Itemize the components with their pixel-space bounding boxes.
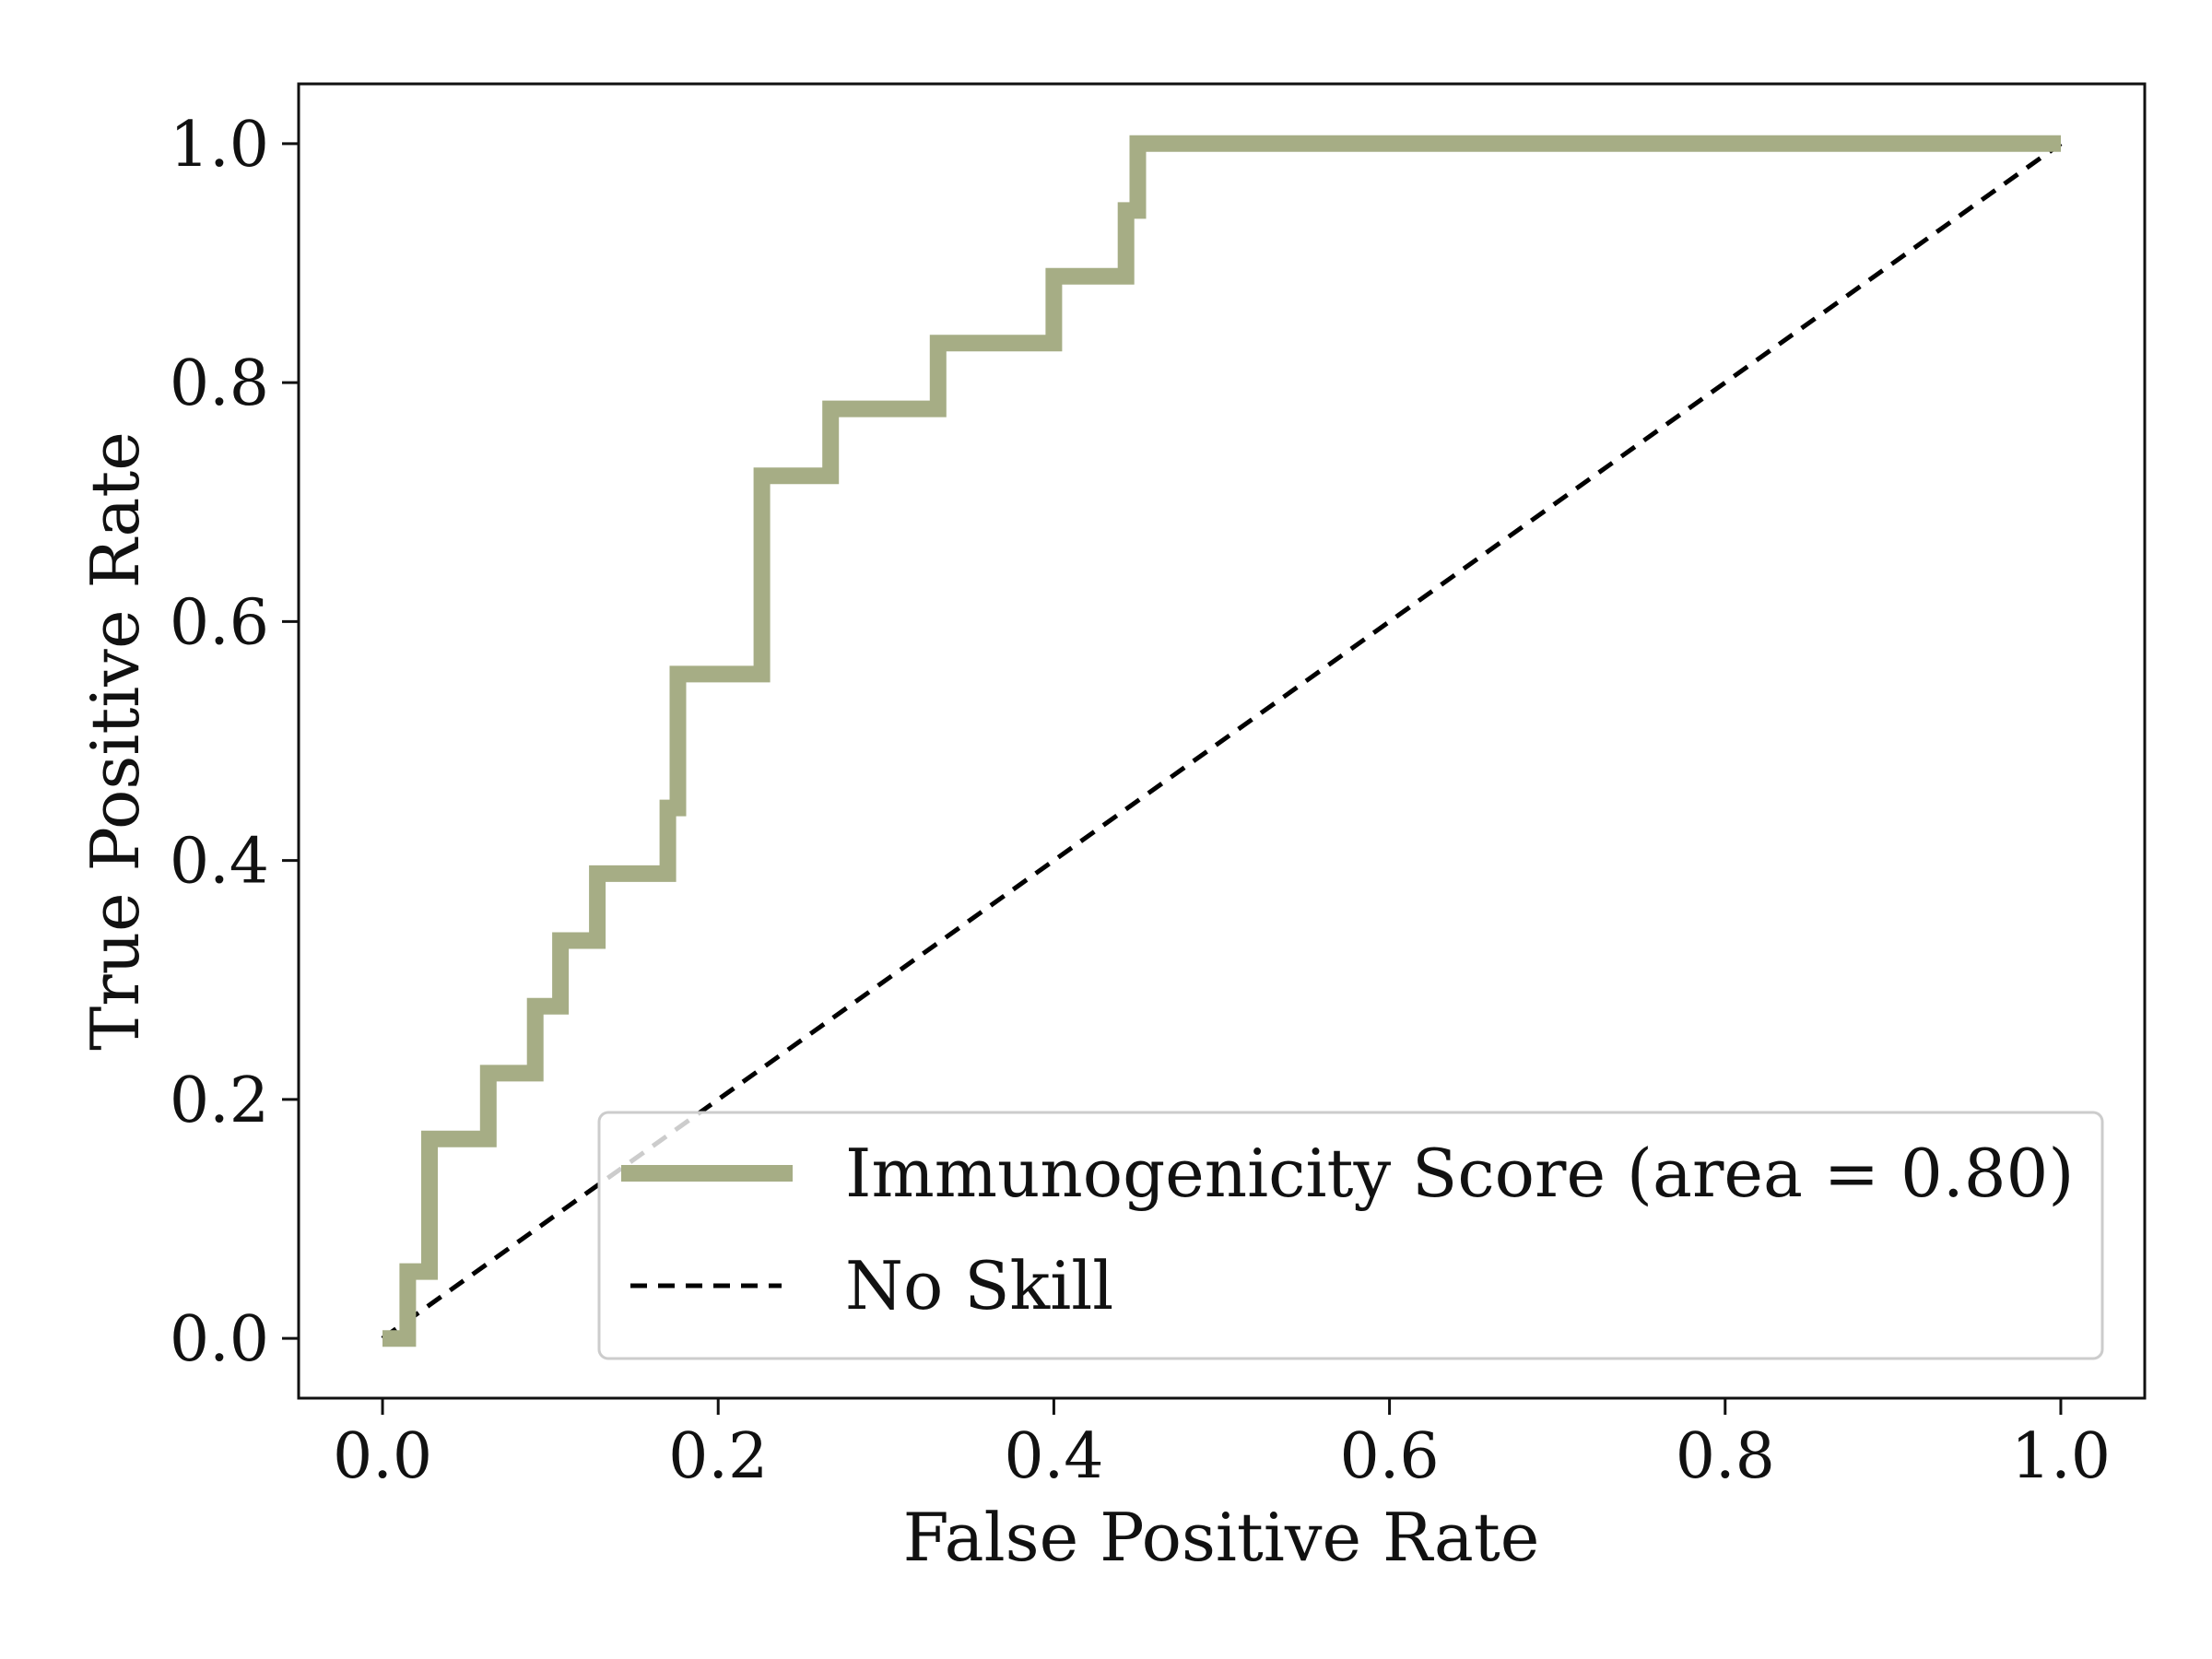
x-tick-label: 0.8 (1676, 1420, 1775, 1493)
y-axis: 0.0 0.2 0.4 0.6 0.8 1.0 (170, 109, 299, 1376)
y-tick-label: 0.0 (170, 1303, 269, 1376)
y-tick-label: 0.2 (170, 1065, 269, 1137)
legend: Immunogenicity Score (area = 0.80) No Sk… (597, 1111, 2104, 1360)
x-tick-label: 0.4 (1004, 1420, 1103, 1493)
x-axis: 0.0 0.2 0.4 0.6 0.8 1.0 (333, 1398, 2111, 1493)
y-tick-label: 0.4 (170, 826, 269, 899)
plot-area (297, 82, 2147, 1400)
x-tick-label: 0.6 (1340, 1420, 1440, 1493)
x-tick-label: 0.0 (333, 1420, 432, 1493)
legend-label-no-skill: No Skill (845, 1247, 1113, 1324)
x-tick-label: 1.0 (2011, 1420, 2111, 1493)
legend-box (597, 1111, 2104, 1360)
roc-curve-line (382, 135, 2061, 1347)
y-tick-label: 1.0 (170, 109, 269, 182)
y-axis-title: True Positive Rate (76, 431, 154, 1051)
plot-frame (297, 82, 2147, 1400)
x-axis-title: False Positive Rate (903, 1499, 1540, 1576)
x-tick-label: 0.2 (668, 1420, 768, 1493)
legend-label-immunogenicity: Immunogenicity Score (area = 0.80) (845, 1135, 2074, 1212)
y-tick-label: 0.6 (170, 586, 269, 659)
y-tick-label: 0.8 (170, 347, 269, 420)
